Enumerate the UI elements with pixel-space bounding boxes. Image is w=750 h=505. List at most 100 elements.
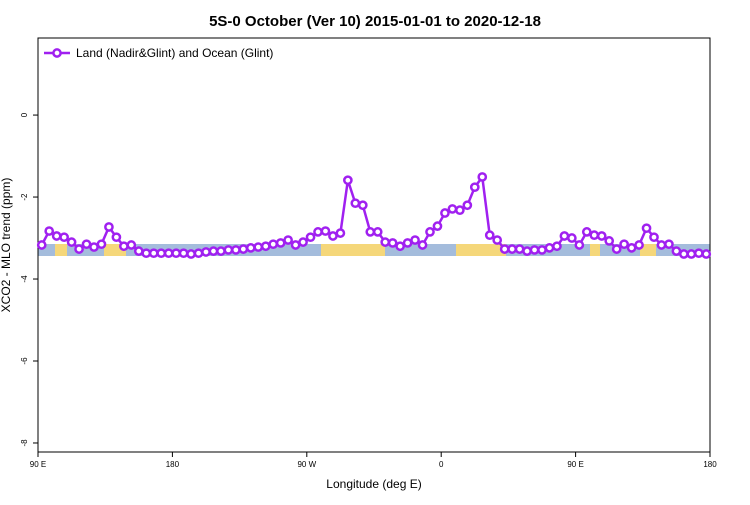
data-point — [514, 244, 525, 254]
data-point — [499, 244, 510, 254]
land-strip — [640, 244, 656, 256]
data-point — [552, 241, 562, 252]
data-point — [141, 248, 152, 259]
data-point — [567, 233, 577, 243]
x-tick-label: 90 E — [30, 460, 46, 469]
data-point — [253, 242, 264, 252]
data-point — [507, 244, 517, 254]
data-point — [455, 205, 465, 216]
data-point — [484, 230, 495, 241]
data-point — [89, 242, 99, 252]
land-strip — [590, 244, 600, 256]
data-point — [447, 204, 458, 214]
legend-label: Land (Nadir&Glint) and Ocean (Glint) — [76, 46, 273, 60]
data-point — [320, 226, 331, 236]
data-point — [298, 237, 308, 247]
y-axis-label: XCO2 - MLO trend (ppm) — [0, 178, 13, 313]
data-point — [492, 235, 503, 245]
data-point — [328, 231, 338, 241]
data-point — [51, 231, 62, 241]
data-point — [44, 226, 55, 236]
data-point — [290, 240, 301, 250]
data-point — [133, 246, 144, 256]
data-point — [679, 249, 689, 259]
data-point — [462, 200, 473, 211]
data-point — [231, 245, 241, 255]
data-point — [268, 239, 279, 250]
land-strip — [456, 244, 506, 256]
data-point — [126, 240, 137, 250]
data-point — [634, 240, 644, 250]
data-point — [343, 175, 353, 186]
legend-marker — [52, 48, 62, 58]
data-point — [619, 239, 629, 250]
data-point — [626, 243, 637, 253]
data-point — [148, 248, 159, 259]
data-point — [581, 227, 592, 237]
data-point — [245, 243, 256, 253]
chart-title: 5S-0 October (Ver 10) 2015-01-01 to 2020… — [209, 13, 541, 30]
land-strip — [321, 244, 385, 256]
data-point — [66, 237, 77, 247]
x-tick-label: 90 W — [297, 460, 316, 469]
data-point — [283, 235, 293, 245]
data-point — [410, 235, 420, 245]
data-point — [238, 244, 249, 254]
data-point — [111, 232, 122, 243]
data-point — [335, 228, 346, 238]
data-point — [589, 230, 600, 241]
data-point — [201, 247, 211, 257]
data-point — [119, 241, 129, 252]
data-point — [693, 248, 704, 259]
data-point — [104, 222, 114, 232]
data-point — [387, 238, 398, 248]
data-point — [59, 232, 69, 243]
data-point — [574, 240, 585, 250]
data-point — [350, 198, 361, 209]
data-point — [178, 248, 189, 259]
data-point — [596, 231, 607, 241]
data-point — [477, 172, 488, 182]
data-point — [544, 243, 555, 253]
data-point — [156, 248, 167, 259]
data-point — [395, 241, 405, 252]
data-point — [36, 240, 47, 250]
data-point — [529, 245, 540, 255]
y-tick-label: -4 — [20, 275, 29, 283]
y-tick-label: -6 — [20, 357, 29, 365]
data-point — [372, 227, 383, 237]
data-point — [313, 227, 323, 237]
data-point — [686, 249, 697, 259]
x-axis-label: Longitude (deg E) — [326, 477, 421, 491]
data-point — [537, 245, 547, 255]
data-point — [417, 240, 428, 250]
data-point — [365, 227, 376, 237]
x-tick-label: 90 E — [567, 460, 583, 469]
data-point — [216, 246, 226, 256]
data-point — [611, 244, 622, 254]
data-point — [559, 231, 570, 241]
land-strip — [55, 244, 67, 256]
data-point — [81, 239, 92, 250]
data-point — [432, 221, 443, 231]
data-point — [656, 240, 667, 250]
data-point — [522, 246, 532, 256]
x-tick-label: 180 — [166, 460, 180, 469]
data-point — [275, 238, 286, 248]
data-point — [380, 237, 391, 247]
data-point — [469, 182, 480, 193]
y-tick-label: -2 — [20, 193, 29, 201]
data-point — [440, 208, 450, 218]
data-point — [223, 245, 234, 255]
data-point — [641, 223, 652, 234]
x-tick-label: 180 — [703, 460, 717, 469]
data-point — [671, 246, 682, 256]
data-point — [186, 249, 196, 259]
data-point — [357, 200, 368, 211]
data-point — [96, 239, 107, 250]
data-point — [74, 244, 84, 254]
data-point — [425, 227, 435, 237]
data-point — [664, 239, 674, 250]
